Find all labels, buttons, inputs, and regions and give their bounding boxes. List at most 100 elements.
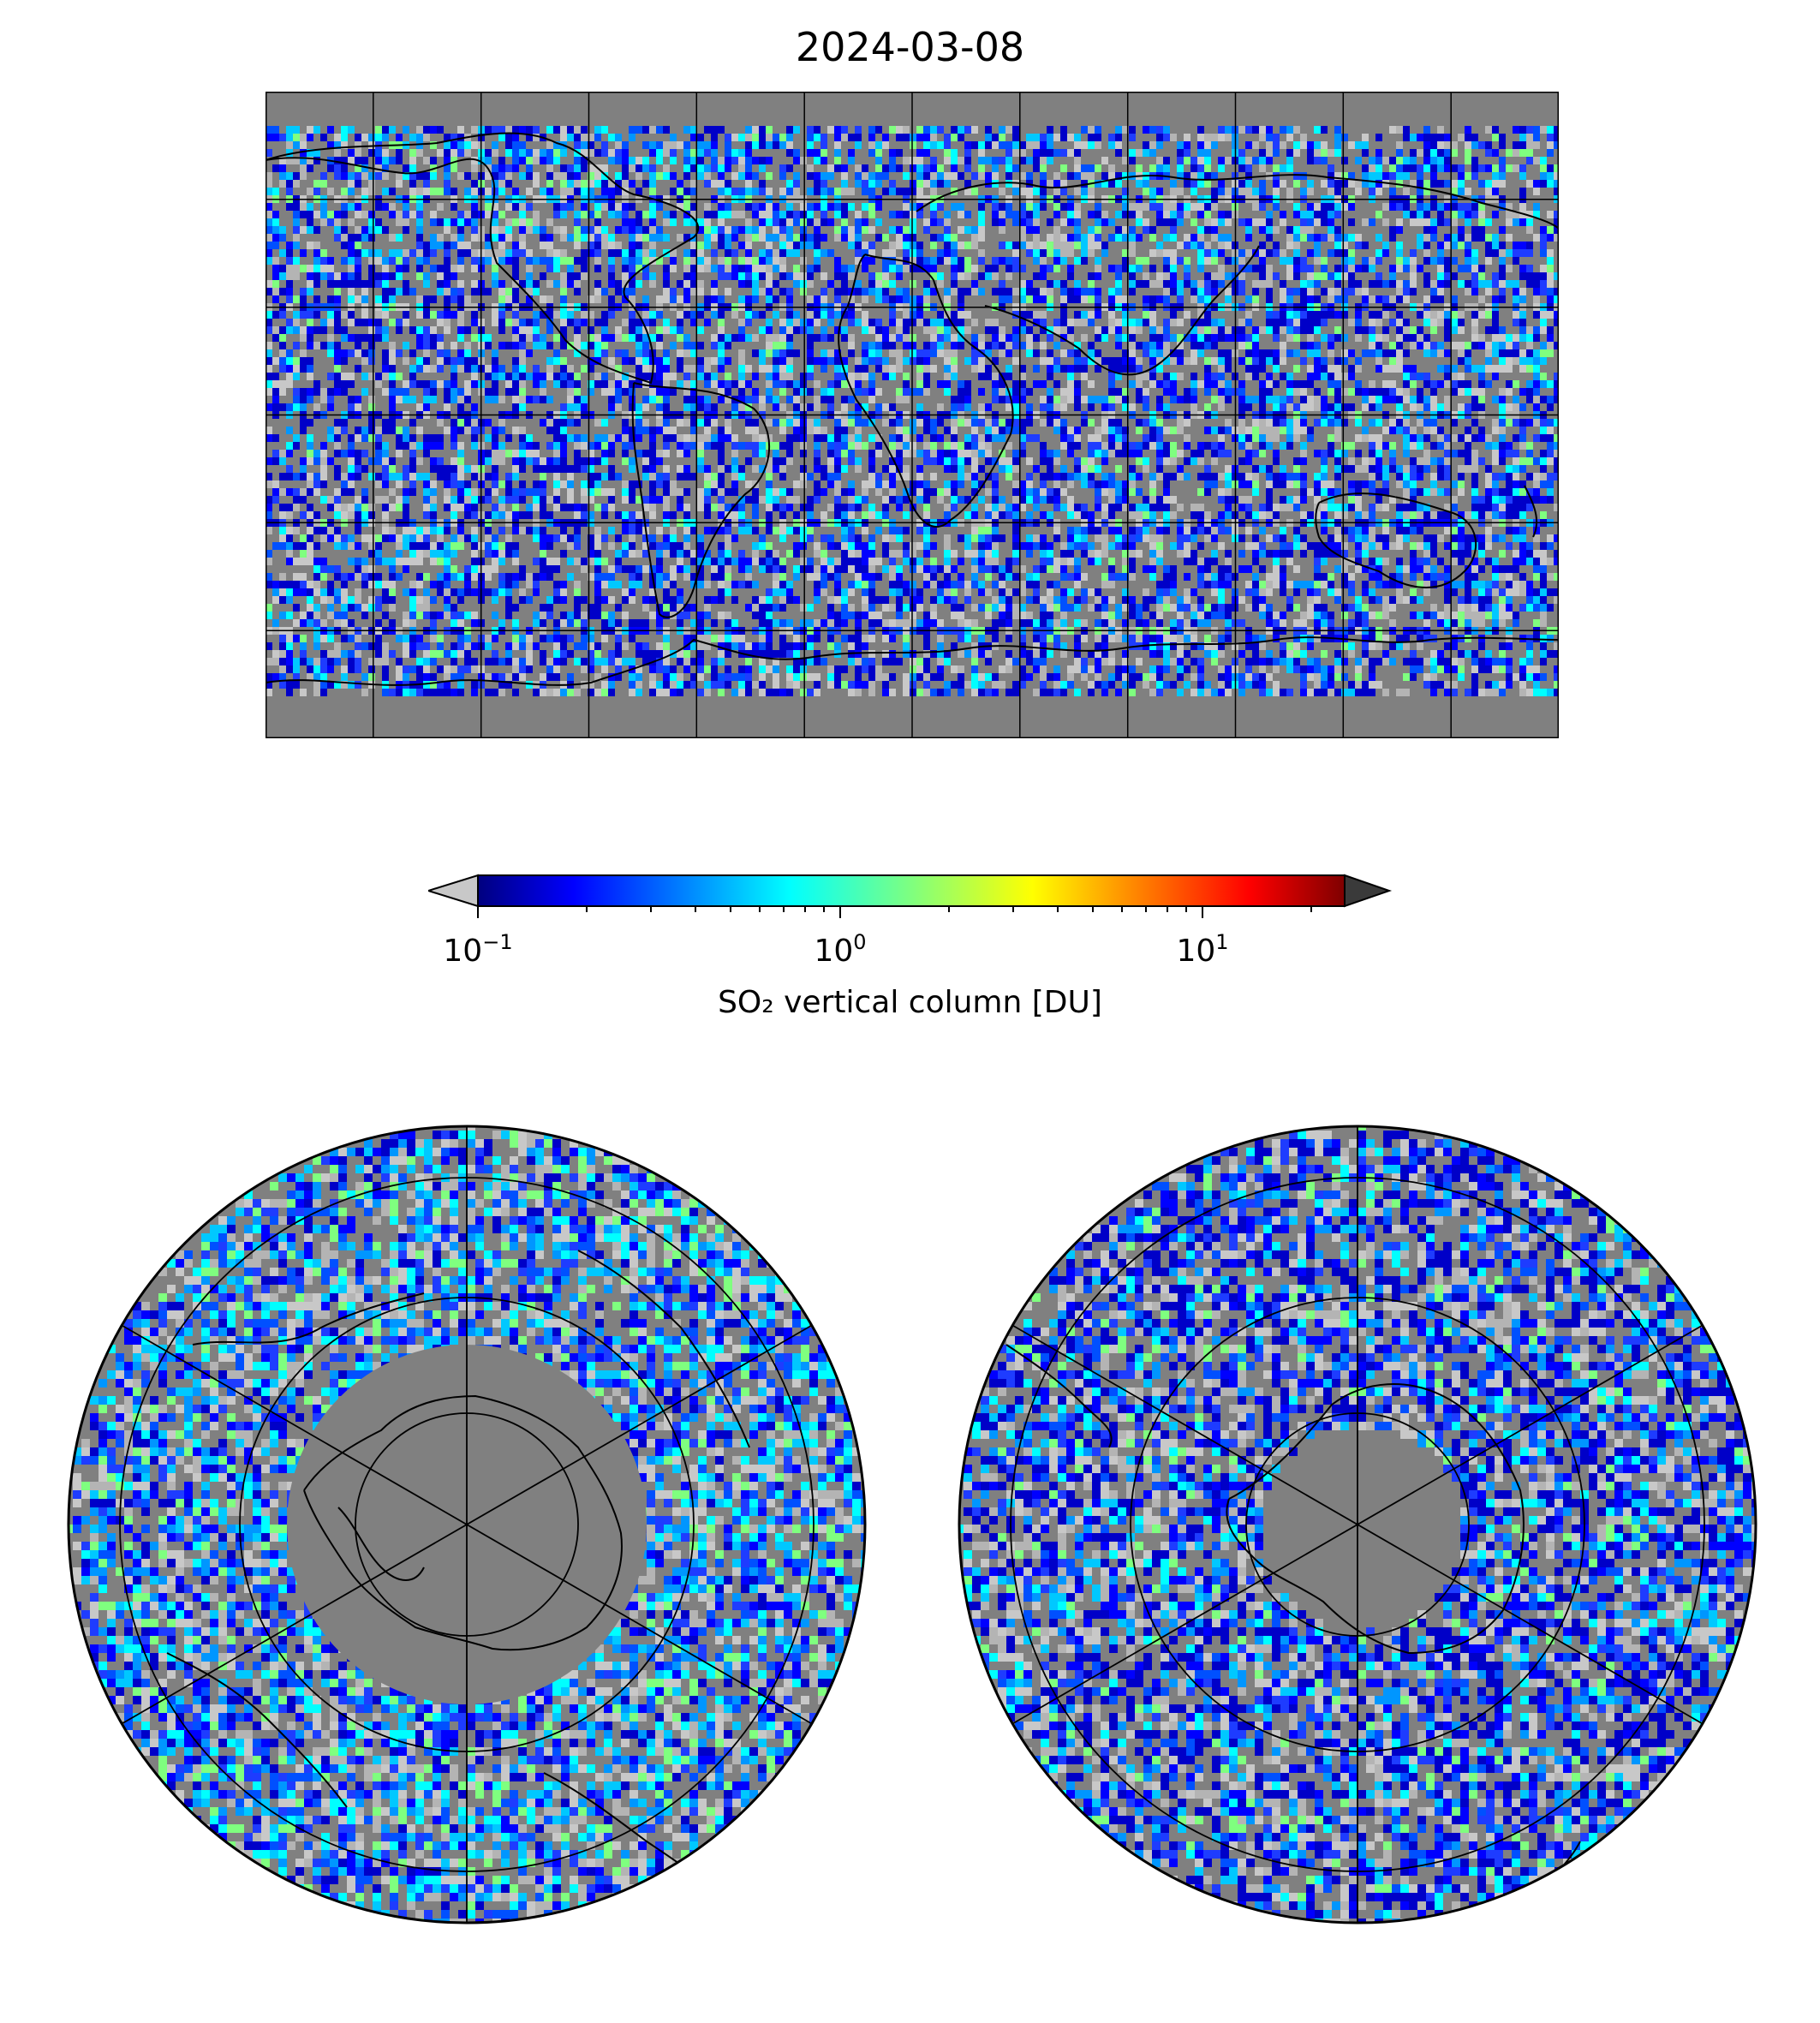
data-cell: [1526, 396, 1533, 403]
data-cell: [718, 365, 725, 373]
data-cell: [793, 157, 800, 164]
data-cell: [375, 226, 382, 234]
data-cell: [622, 380, 629, 388]
data-cell: [1492, 311, 1499, 319]
data-cell: [540, 272, 546, 280]
data-cell: [416, 134, 423, 141]
data-cell: [1437, 434, 1444, 442]
data-cell: [1273, 272, 1280, 280]
data-cell: [779, 234, 786, 242]
data-cell: [1403, 288, 1410, 295]
data-cell: [355, 203, 361, 211]
data-cell: [642, 265, 649, 272]
data-cell: [827, 396, 834, 403]
data-cell: [1403, 427, 1410, 434]
data-cell: [1163, 373, 1170, 380]
data-cell: [622, 288, 629, 295]
data-cell: [766, 380, 773, 388]
data-cell: [382, 257, 389, 265]
data-cell: [615, 380, 622, 388]
data-cell: [382, 365, 389, 373]
data-cell: [827, 319, 834, 326]
data-cell: [930, 188, 937, 195]
data-cell: [677, 180, 683, 188]
data-cell: [1321, 357, 1328, 365]
data-cell: [1218, 272, 1225, 280]
data-cell: [553, 172, 560, 180]
data-cell: [437, 242, 444, 249]
data-cell: [1122, 203, 1129, 211]
data-cell: [773, 380, 779, 388]
data-cell: [1471, 403, 1478, 411]
data-cell: [1245, 172, 1252, 180]
data-cell: [752, 157, 759, 164]
data-cell: [622, 265, 629, 272]
data-cell: [615, 141, 622, 149]
data-cell: [574, 188, 581, 195]
data-cell: [1060, 311, 1067, 319]
data-cell: [279, 403, 286, 411]
data-cell: [1204, 242, 1211, 249]
data-cell: [1492, 188, 1499, 195]
data-cell: [697, 172, 704, 180]
data-cell: [279, 349, 286, 357]
data-cell: [533, 365, 540, 373]
data-cell: [779, 373, 786, 380]
data-cell: [1519, 319, 1526, 326]
data-cell: [930, 242, 937, 249]
data-cell: [389, 211, 396, 218]
data-cell: [403, 434, 409, 442]
data-cell: [313, 311, 320, 319]
data-cell: [334, 234, 341, 242]
data-cell: [1348, 280, 1355, 288]
data-cell: [1115, 126, 1122, 134]
data-cell: [416, 203, 423, 211]
data-cell: [567, 373, 574, 380]
data-cell: [773, 311, 779, 319]
data-cell: [683, 249, 690, 257]
data-cell: [1053, 249, 1060, 257]
data-cell: [964, 388, 971, 396]
data-cell: [1238, 288, 1245, 295]
data-cell: [1471, 226, 1478, 234]
data-cell: [1417, 265, 1423, 272]
data-cell: [403, 203, 409, 211]
data-cell: [327, 164, 334, 172]
data-cell: [1499, 396, 1506, 403]
data-cell: [1307, 249, 1314, 257]
data-cell: [1095, 288, 1101, 295]
data-cell: [409, 365, 416, 373]
data-cell: [738, 164, 745, 172]
data-cell: [1225, 257, 1232, 265]
data-cell: [923, 380, 930, 388]
data-cell: [615, 280, 622, 288]
data-cell: [1122, 311, 1129, 319]
data-cell: [704, 295, 711, 303]
data-cell: [807, 242, 814, 249]
data-cell: [1005, 396, 1012, 403]
data-cell: [958, 272, 964, 280]
data-cell: [649, 434, 656, 442]
data-cell: [1108, 180, 1115, 188]
data-cell: [1451, 319, 1458, 326]
data-cell: [1328, 226, 1334, 234]
data-cell: [1451, 373, 1458, 380]
data-cell: [451, 388, 457, 396]
data-cell: [793, 126, 800, 134]
data-cell: [1053, 326, 1060, 334]
data-cell: [1403, 126, 1410, 134]
data-cell: [971, 172, 978, 180]
data-cell: [731, 403, 738, 411]
data-cell: [656, 126, 663, 134]
data-cell: [1163, 288, 1170, 295]
data-cell: [766, 203, 773, 211]
data-cell: [1190, 172, 1197, 180]
data-cell: [1088, 126, 1095, 134]
data-cell: [916, 242, 923, 249]
data-cell: [505, 134, 512, 141]
data-cell: [533, 380, 540, 388]
data-cell: [1053, 226, 1060, 234]
data-cell: [916, 349, 923, 357]
data-cell: [1190, 388, 1197, 396]
data-cell: [1286, 134, 1293, 141]
